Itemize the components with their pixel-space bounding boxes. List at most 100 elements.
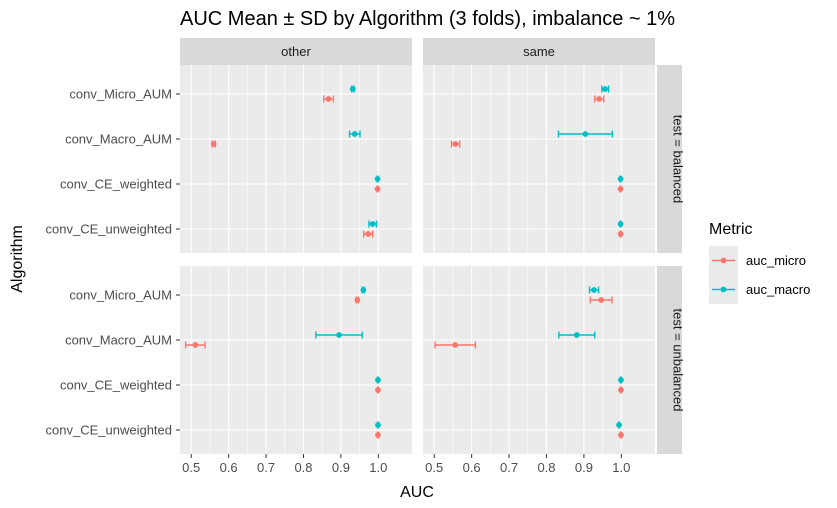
mean-point [582, 131, 589, 137]
x-tick-label: 0.5 [182, 460, 200, 475]
x-tick-label: 0.6 [463, 460, 481, 475]
panel-background [180, 65, 412, 253]
mean-point [210, 141, 217, 147]
data-marks [184, 85, 624, 439]
errorbar-point [375, 386, 381, 394]
errorbar-point [618, 431, 624, 439]
errorbar-point [617, 175, 624, 183]
facet-strip-column [423, 38, 655, 65]
panel-background [180, 266, 412, 454]
y-tick-label: conv_CE_weighted [60, 378, 172, 393]
mean-point [617, 221, 624, 227]
errorbar-point [617, 220, 624, 228]
x-tick-label: 1.0 [612, 460, 630, 475]
facet-strip-column-label: other [281, 44, 311, 59]
mean-point [452, 342, 459, 348]
mean-point [452, 141, 459, 147]
y-tick-label: conv_Macro_AUM [65, 333, 172, 348]
y-tick-label: conv_Macro_AUM [65, 132, 172, 147]
errorbar-point [594, 95, 605, 103]
mean-point [375, 387, 381, 393]
facet-panels: other same test = balanced test = unbalance… [46, 38, 686, 475]
errorbar-point [618, 376, 624, 384]
errorbar-point [210, 140, 217, 148]
mean-point [192, 342, 199, 348]
errorbar-point [374, 185, 381, 193]
mean-point [618, 432, 624, 438]
mean-point [616, 422, 622, 428]
mean-point [354, 297, 361, 303]
mean-point [375, 377, 381, 383]
mean-point [374, 186, 381, 192]
mean-point [602, 86, 609, 92]
errorbar-point [589, 296, 613, 304]
mean-point [369, 221, 376, 227]
errorbar-point [375, 376, 381, 384]
errorbar-point [354, 296, 361, 304]
mean-point [374, 176, 381, 182]
errorbar-point [363, 230, 374, 238]
mean-point [573, 332, 580, 338]
mean-point [360, 287, 367, 293]
x-tick-label: 0.9 [332, 460, 350, 475]
mean-point [375, 422, 381, 428]
x-tick-label: 1.0 [369, 460, 387, 475]
errorbar-point [616, 421, 622, 429]
facet-strip-row-label: test = unbalanced [671, 309, 686, 412]
y-tick-label: conv_CE_weighted [60, 177, 172, 192]
y-tick-label: conv_Micro_AUM [69, 288, 172, 303]
mean-point [375, 432, 381, 438]
errorbar-point [374, 175, 381, 183]
facet-strip-row [657, 65, 682, 253]
legend-label: auc_macro [746, 282, 810, 297]
mean-point [617, 176, 624, 182]
legend-key-point [720, 286, 727, 293]
mean-point [336, 332, 342, 338]
x-tick-label: 0.5 [425, 460, 443, 475]
errorbar-point [375, 421, 381, 429]
errorbar-point [450, 140, 461, 148]
y-tick-label: conv_CE_unweighted [46, 222, 172, 237]
errorbar-point [348, 130, 361, 138]
errorbar-point [617, 230, 624, 238]
y-tick-label: conv_CE_unweighted [46, 423, 172, 438]
x-tick-label: 0.8 [537, 460, 555, 475]
mean-point [617, 186, 624, 192]
facet-strip-column-label: same [523, 44, 555, 59]
mean-point [618, 377, 624, 383]
errorbar-point [434, 341, 477, 349]
legend-key-point [720, 257, 727, 264]
errorbar-point [617, 185, 624, 193]
y-axis-title: Algorithm [9, 225, 26, 293]
errorbar-point [360, 286, 367, 294]
facet-strip-row [657, 266, 682, 454]
x-axis-title: AUC [400, 484, 434, 501]
errorbar-point [558, 331, 596, 339]
errorbar-point [375, 431, 381, 439]
facet-strip-column [180, 38, 412, 65]
legend: Metric auc_micro auc_macro [709, 221, 810, 304]
legend-title: Metric [709, 221, 753, 238]
mean-point [618, 387, 624, 393]
chart-title: AUC Mean ± SD by Algorithm (3 folds), im… [180, 8, 675, 30]
errorbar-point [557, 130, 614, 138]
x-tick-label: 0.9 [575, 460, 593, 475]
errorbar-point [322, 95, 335, 103]
mean-point [591, 287, 597, 293]
errorbar-point [368, 220, 378, 228]
facet-strip-row-label: test = balanced [671, 115, 686, 204]
panel-background [423, 65, 655, 253]
panel-background [423, 266, 655, 454]
mean-point [351, 131, 358, 137]
errorbar-point [618, 386, 624, 394]
errorbar-point [315, 331, 363, 339]
mean-point [325, 96, 332, 102]
mean-point [596, 96, 603, 102]
errorbar-point [588, 286, 600, 294]
mean-point [598, 297, 605, 303]
mean-point [617, 231, 624, 237]
legend-label: auc_micro [746, 253, 806, 268]
mean-point [365, 231, 372, 237]
x-tick-label: 0.8 [294, 460, 312, 475]
